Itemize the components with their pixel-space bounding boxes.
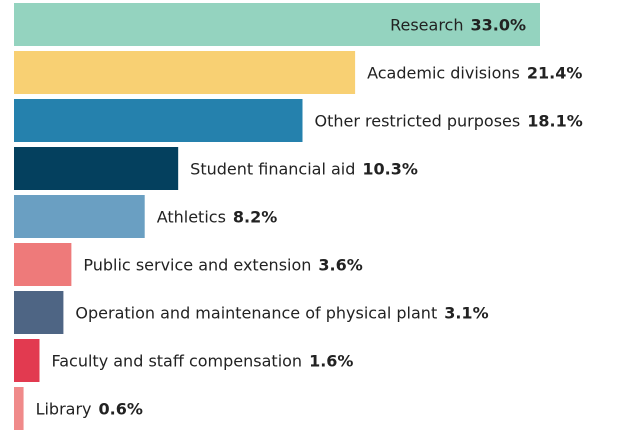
category-label: Student financial aid bbox=[190, 159, 355, 178]
category-label: Faculty and staff compensation bbox=[52, 351, 303, 370]
category-label: Public service and extension bbox=[83, 255, 311, 274]
value-label: 1.6% bbox=[309, 351, 353, 370]
bar bbox=[14, 51, 356, 94]
category-label: Operation and maintenance of physical pl… bbox=[75, 303, 437, 322]
category-label: Library bbox=[36, 399, 92, 418]
category-label: Other restricted purposes bbox=[315, 111, 521, 130]
bar bbox=[14, 99, 303, 142]
value-label: 10.3% bbox=[362, 159, 418, 178]
value-label: 21.4% bbox=[527, 63, 583, 82]
bar bbox=[14, 147, 179, 190]
bar-label: Public service and extension 3.6% bbox=[83, 255, 362, 274]
value-label: 18.1% bbox=[527, 111, 583, 130]
value-label: 0.6% bbox=[99, 399, 143, 418]
bar-label: Athletics 8.2% bbox=[157, 207, 278, 226]
bar-label: Operation and maintenance of physical pl… bbox=[75, 303, 488, 322]
category-label: Athletics bbox=[157, 207, 226, 226]
bar-label: Library 0.6% bbox=[36, 399, 143, 418]
value-label: 3.6% bbox=[318, 255, 362, 274]
category-label: Research bbox=[390, 15, 463, 34]
bar bbox=[14, 243, 72, 286]
value-label: 8.2% bbox=[233, 207, 277, 226]
bar bbox=[14, 195, 145, 238]
bar bbox=[14, 291, 64, 334]
bar-label: Research 33.0% bbox=[390, 15, 526, 34]
value-label: 33.0% bbox=[470, 15, 526, 34]
bar bbox=[14, 387, 24, 430]
bar-label: Academic divisions 21.4% bbox=[367, 63, 582, 82]
bar bbox=[14, 3, 540, 46]
bar-label: Faculty and staff compensation 1.6% bbox=[52, 351, 354, 370]
bar-label: Student financial aid 10.3% bbox=[190, 159, 418, 178]
bar bbox=[14, 339, 40, 382]
category-label: Academic divisions bbox=[367, 63, 520, 82]
bar-label: Other restricted purposes 18.1% bbox=[315, 111, 583, 130]
value-label: 3.1% bbox=[444, 303, 488, 322]
